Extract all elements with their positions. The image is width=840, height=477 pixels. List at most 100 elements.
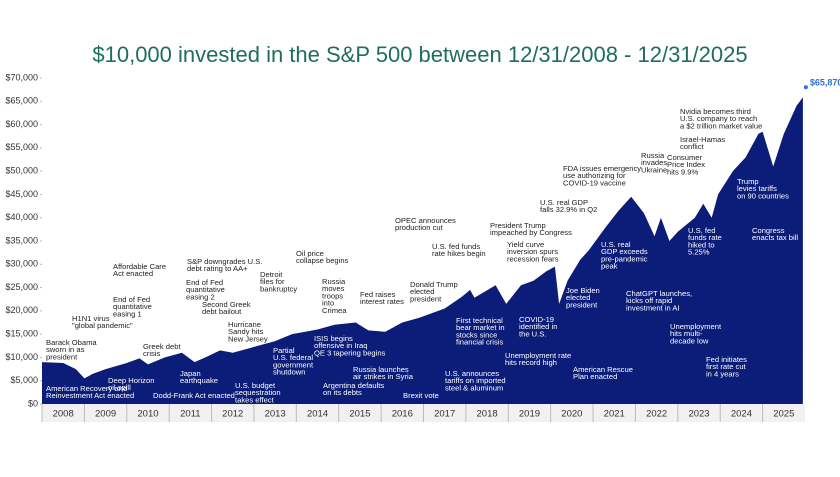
annotation-line: easing 2 bbox=[186, 292, 215, 301]
annotation-line: GDP exceeds bbox=[601, 247, 648, 256]
annotation-line: Greek debt bbox=[143, 342, 181, 351]
annotation-line: decade low bbox=[670, 336, 709, 345]
annotation-line: rate hikes begin bbox=[432, 249, 486, 258]
annotation-line: funds rate bbox=[688, 233, 722, 242]
x-tick-label: 2016 bbox=[392, 409, 413, 420]
x-tick-label: 2018 bbox=[477, 409, 498, 420]
y-tick-label: $45,000 bbox=[5, 189, 38, 199]
annotation-line: levies tariffs bbox=[737, 184, 777, 193]
annotation-line: Barack Obama bbox=[46, 338, 97, 347]
y-tick-label: $60,000 bbox=[5, 119, 38, 129]
annotation-line: stocks since bbox=[456, 330, 497, 339]
annotation-line: "global pandemic" bbox=[72, 321, 133, 330]
annotation-line: Price Index bbox=[667, 160, 705, 169]
annotation-line: oil spill bbox=[108, 383, 131, 392]
annotation-line: Nvidia becomes third bbox=[680, 107, 751, 116]
annotation-line: Crimea bbox=[322, 306, 347, 315]
annotation-line: ChatGPT launches, bbox=[626, 289, 692, 298]
annotation-line: Fed initiates bbox=[706, 355, 747, 364]
annotation-line: hits 9.9% bbox=[667, 167, 698, 176]
annotation-line: U.S. budget bbox=[235, 381, 276, 390]
annotation-line: elected bbox=[566, 293, 591, 302]
annotation-line: air strikes in Syria bbox=[353, 372, 414, 381]
y-tick-label: $25,000 bbox=[5, 282, 38, 292]
annotation-line: pre-pandemic bbox=[601, 254, 648, 263]
x-tick-label: 2014 bbox=[307, 409, 328, 420]
annotation-line: debt rating to AA+ bbox=[187, 264, 248, 273]
x-tick-label: 2024 bbox=[731, 409, 752, 420]
end-label: $65,870 bbox=[810, 78, 840, 88]
y-tick-label: $55,000 bbox=[5, 142, 38, 152]
annotation-line: the U.S. bbox=[519, 329, 546, 338]
annotation-line: Argentina defaults bbox=[323, 381, 384, 390]
end-marker bbox=[803, 85, 808, 90]
annotation-line: Second Greek bbox=[202, 300, 251, 309]
annotation-line: American Rescue bbox=[573, 365, 633, 374]
annotation-line: Plan enacted bbox=[573, 372, 617, 381]
annotation-line: Sandy hits bbox=[228, 327, 264, 336]
annotation-line: files for bbox=[260, 277, 285, 286]
annotation-line: easing 1 bbox=[113, 309, 142, 318]
annotation-line: COVID-19 bbox=[519, 315, 554, 324]
annotation-line: falls 32.9% in Q2 bbox=[540, 205, 597, 214]
x-tick-label: 2021 bbox=[604, 409, 625, 420]
y-tick-label: $50,000 bbox=[5, 166, 38, 176]
x-tick-label: 2010 bbox=[137, 409, 158, 420]
annotation: S&P downgrades U.S.debt rating to AA+ bbox=[187, 257, 262, 273]
annotation-line: conflict bbox=[680, 142, 705, 151]
annotation-line: Consumer bbox=[667, 153, 702, 162]
annotation: ChatGPT launches,kicks off rapidinvestme… bbox=[626, 289, 692, 312]
annotation-line: COVID-19 vaccine bbox=[563, 178, 626, 187]
annotation-line: peak bbox=[601, 262, 618, 271]
annotation-line: production cut bbox=[395, 223, 444, 232]
annotation-line: on 90 countries bbox=[737, 191, 789, 200]
annotation-line: government bbox=[273, 360, 314, 369]
annotation-line: Russia launches bbox=[353, 365, 409, 374]
x-tick-label: 2015 bbox=[349, 409, 370, 420]
annotation-line: President Trump bbox=[490, 221, 546, 230]
annotation-line: Congress bbox=[752, 226, 785, 235]
y-tick-label: $5,000 bbox=[10, 375, 38, 385]
annotation-line: first rate cut bbox=[706, 362, 747, 371]
annotation-line: a $2 trillion market value bbox=[680, 121, 762, 130]
x-tick-label: 2012 bbox=[222, 409, 243, 420]
annotation-line: enacts tax bill bbox=[752, 233, 798, 242]
annotation-line: Dodd-Frank Act enacted bbox=[153, 391, 235, 400]
y-tick-label: $15,000 bbox=[5, 329, 38, 339]
annotation: Dodd-Frank Act enacted bbox=[153, 391, 235, 400]
annotation-line: U.S. real GDP bbox=[540, 198, 588, 207]
annotation-line: Israel-Hamas bbox=[680, 135, 725, 144]
annotation-line: quantitative bbox=[186, 285, 225, 294]
annotation-line: invades bbox=[641, 158, 667, 167]
x-tick-label: 2013 bbox=[265, 409, 286, 420]
annotation-line: U.S. fed bbox=[688, 226, 715, 235]
annotation-line: moves bbox=[322, 284, 345, 293]
x-tick-label: 2019 bbox=[519, 409, 540, 420]
annotation-line: into bbox=[322, 299, 334, 308]
area bbox=[42, 97, 803, 404]
annotation-line: quantitative bbox=[113, 302, 152, 311]
annotation-line: identified in bbox=[519, 322, 557, 331]
chart-title: $10,000 invested in the S&P 500 between … bbox=[92, 42, 747, 67]
annotation-line: inversion spurs bbox=[507, 247, 558, 256]
